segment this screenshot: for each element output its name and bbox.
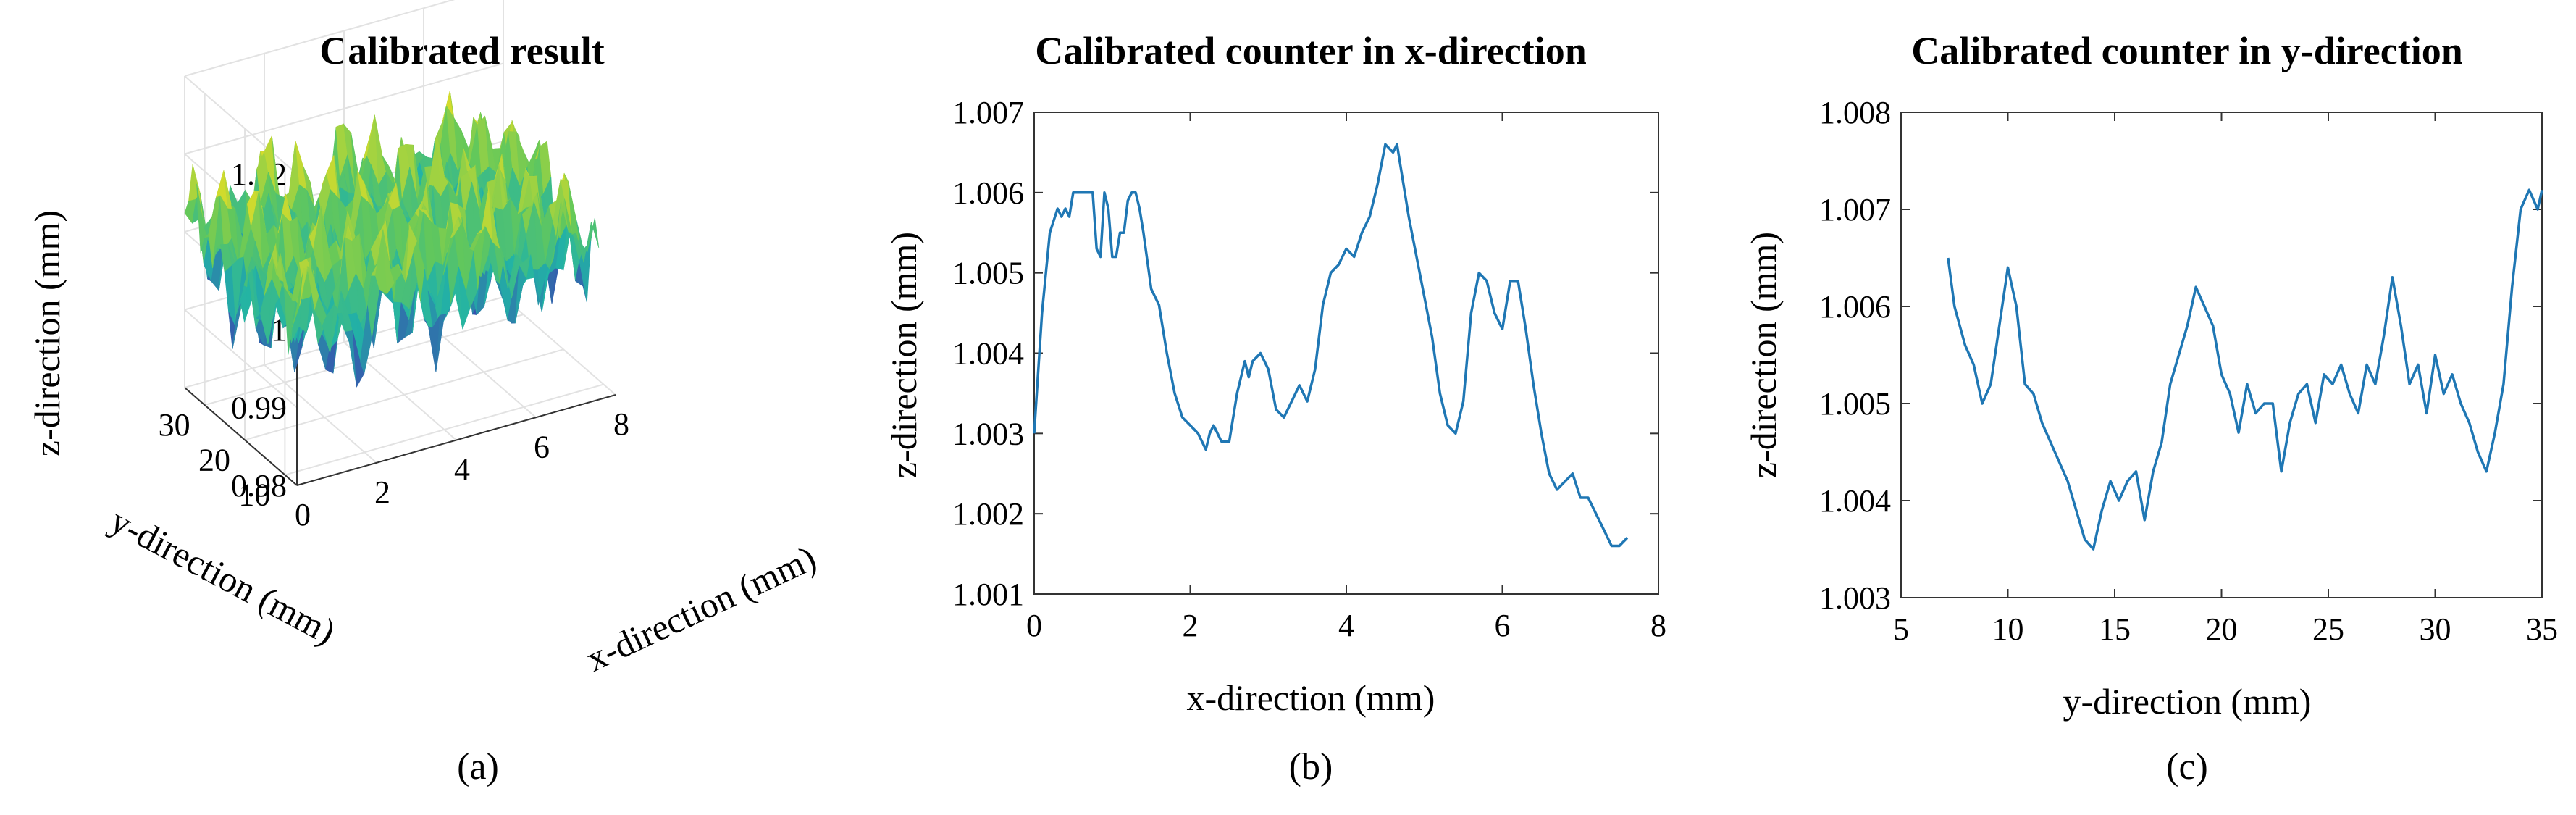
x-tick-label: 15 bbox=[2099, 611, 2131, 647]
y-tick-label: 20 bbox=[198, 442, 230, 477]
series-line bbox=[1947, 188, 2543, 551]
grid-line bbox=[285, 383, 604, 476]
surface-patch bbox=[587, 217, 600, 252]
panel-b-x-direction-line: Calibrated counter in x-direction x-dire… bbox=[855, 0, 1709, 815]
y-tick-label: 1.006 bbox=[952, 175, 1024, 211]
y-tick-label: 1.005 bbox=[952, 256, 1024, 291]
z-tick-label: 0.99 bbox=[231, 390, 287, 426]
z-tick-label: 0.98 bbox=[231, 468, 287, 503]
y-tick-label: 1.001 bbox=[952, 577, 1024, 612]
x-tick-label: 6 bbox=[534, 429, 550, 464]
x-tick-label: 2 bbox=[1183, 608, 1199, 643]
grid-line bbox=[184, 309, 298, 409]
figure-caption: (a) bbox=[457, 746, 499, 787]
y-tick-label: 1.003 bbox=[952, 416, 1024, 451]
y-tick-label: 30 bbox=[159, 407, 190, 443]
chart-title: Calibrated counter in x-direction bbox=[1035, 29, 1586, 72]
panel-a-surface-plot: Calibrated result (a) 0.980.9911.011.020… bbox=[0, 0, 855, 815]
grid-line bbox=[423, 319, 537, 419]
panel-c-y-direction-line: Calibrated counter in y-direction y-dire… bbox=[1709, 0, 2576, 815]
y-tick-label: 1.007 bbox=[1819, 192, 1891, 227]
x-tick-label: 5 bbox=[1893, 611, 1909, 647]
figure-caption: (c) bbox=[2166, 746, 2208, 787]
x-tick-label: 8 bbox=[1650, 608, 1666, 643]
y-tick-label: 1.003 bbox=[1819, 580, 1891, 616]
y-tick-label: 1.004 bbox=[952, 336, 1024, 372]
y-axis-label: z-direction (mm) bbox=[1743, 232, 1784, 478]
grid-line bbox=[503, 296, 616, 396]
surface-plot-svg: Calibrated result (a) 0.980.9911.011.020… bbox=[27, 0, 822, 787]
line-chart-x-svg: Calibrated counter in x-direction x-dire… bbox=[884, 29, 1666, 787]
x-tick-label: 0 bbox=[1026, 608, 1042, 643]
series-line bbox=[1033, 143, 1629, 548]
x-tick-label: 10 bbox=[1992, 611, 2024, 647]
y-tick-label: 1.002 bbox=[952, 496, 1024, 532]
x-axis-label: x-direction (mm) bbox=[580, 538, 822, 680]
x-tick-label: 20 bbox=[2206, 611, 2238, 647]
x-axis-label: x-direction (mm) bbox=[1187, 677, 1435, 718]
x-tick-label: 4 bbox=[454, 452, 470, 488]
x-tick-label: 2 bbox=[374, 475, 390, 510]
x-tick-label: 30 bbox=[2420, 611, 2451, 647]
plot-frame bbox=[1033, 112, 1659, 595]
plot-frame bbox=[1900, 112, 2543, 598]
x-axis-label: y-direction (mm) bbox=[2063, 681, 2312, 722]
axis-line bbox=[296, 394, 616, 486]
grid-line bbox=[244, 348, 564, 441]
axis-line bbox=[184, 387, 298, 486]
y-tick-label: 1.008 bbox=[1819, 95, 1891, 130]
y-tick-label: 1.005 bbox=[1819, 386, 1891, 422]
x-tick-label: 25 bbox=[2312, 611, 2344, 647]
grid-line bbox=[264, 364, 377, 464]
line-chart-y-svg: Calibrated counter in y-direction y-dire… bbox=[1743, 29, 2558, 787]
chart-title: Calibrated result bbox=[319, 29, 604, 72]
x-tick-label: 35 bbox=[2526, 611, 2558, 647]
y-tick-label: 1.006 bbox=[1819, 289, 1891, 325]
x-tick-label: 4 bbox=[1338, 608, 1354, 643]
chart-title: Calibrated counter in y-direction bbox=[1911, 29, 2462, 72]
z-axis-label: z-direction (mm) bbox=[27, 210, 67, 456]
y-tick-label: 1.004 bbox=[1819, 483, 1891, 519]
x-tick-label: 8 bbox=[613, 406, 629, 442]
x-tick-label: 0 bbox=[295, 497, 311, 532]
y-axis-label: z-direction (mm) bbox=[884, 232, 924, 478]
grid-line bbox=[184, 75, 298, 175]
y-tick-label: 1.007 bbox=[952, 95, 1024, 130]
figure-caption: (b) bbox=[1289, 746, 1333, 787]
x-tick-label: 6 bbox=[1495, 608, 1511, 643]
y-tick-label: 10 bbox=[238, 477, 270, 513]
